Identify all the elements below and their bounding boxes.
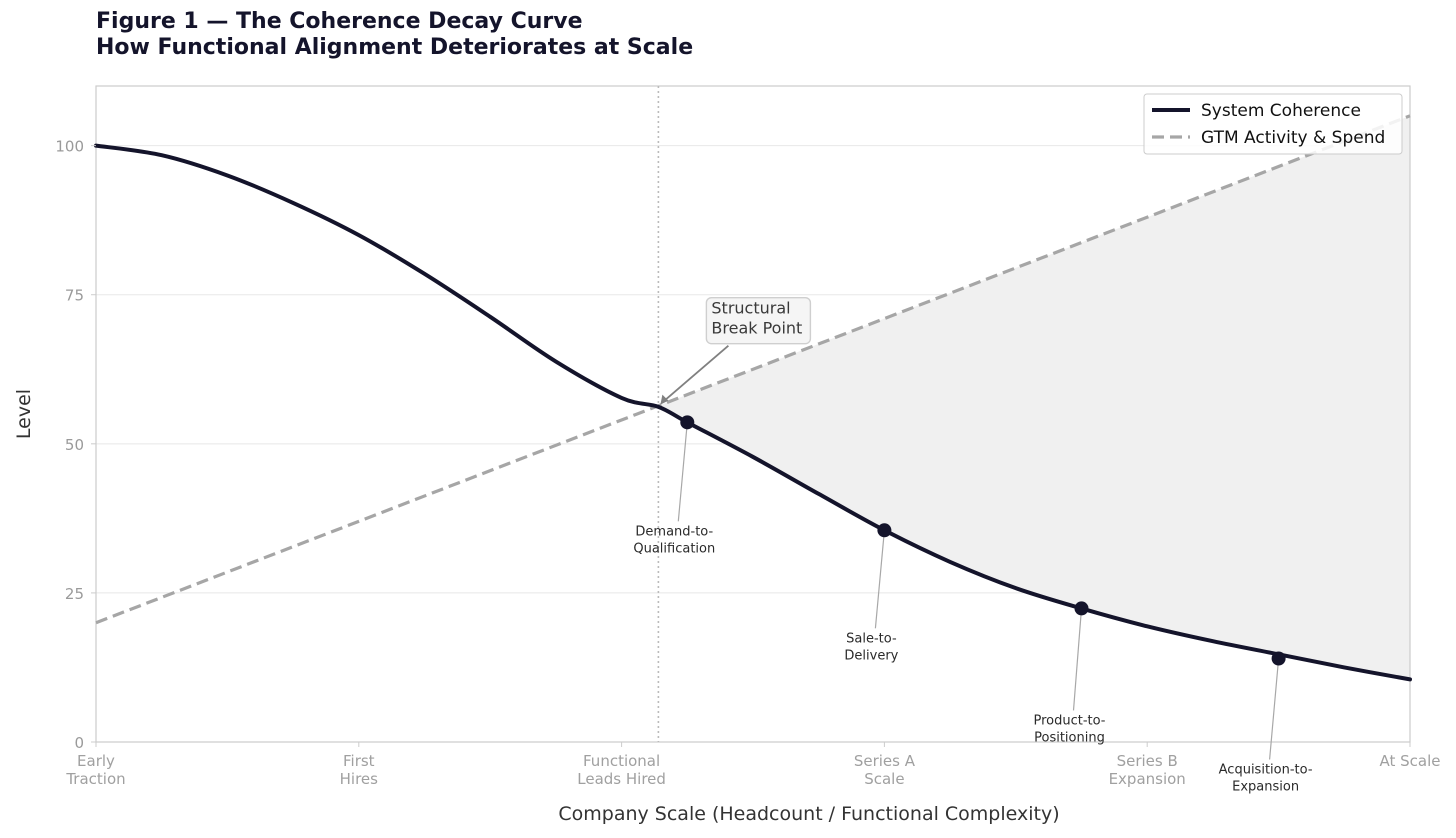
callout-label-line: Structural bbox=[711, 299, 790, 318]
y-tick-label: 25 bbox=[65, 585, 84, 603]
coherence-gap-area bbox=[658, 115, 1410, 680]
x-tick-label-line: Series B bbox=[1117, 752, 1178, 770]
annotation-label-line: Product-to- bbox=[1033, 713, 1105, 728]
x-tick-label-line: Early bbox=[77, 752, 115, 770]
annotation-point bbox=[1074, 601, 1089, 616]
x-tick-label-line: At Scale bbox=[1379, 752, 1440, 770]
y-tick-label: 100 bbox=[55, 138, 84, 156]
annotation-point bbox=[1271, 651, 1286, 666]
callout-label-line: Break Point bbox=[711, 319, 802, 338]
annotation-label-line: Expansion bbox=[1232, 780, 1299, 795]
plot-frame bbox=[95, 85, 1411, 743]
x-tick-label-line: Functional bbox=[583, 752, 660, 770]
annotation-label-line: Delivery bbox=[844, 648, 898, 663]
y-axis-label: Level bbox=[13, 389, 35, 439]
annotation-points bbox=[680, 415, 1286, 666]
x-axis-label: Company Scale (Headcount / Functional Co… bbox=[558, 803, 1059, 825]
chart-title-line-1: Figure 1 — The Coherence Decay Curve bbox=[96, 9, 583, 34]
callout-box bbox=[705, 296, 812, 345]
x-axis-ticks: Early Traction First Hires Functional Leads H… bbox=[65, 742, 1441, 788]
annotation-leader-line bbox=[874, 530, 885, 629]
annotation-point bbox=[877, 523, 892, 538]
chart-title-line-2: How Functional Alignment Deteriorates at… bbox=[96, 35, 694, 60]
callout-label: Structural Break Point bbox=[711, 299, 802, 338]
annotation-leader-line bbox=[1072, 608, 1083, 711]
annotation-label-line: Sale-to- bbox=[846, 631, 897, 646]
break-point-callout: Structural Break Point bbox=[660, 296, 812, 405]
annotation-label-line: Acquisition-to- bbox=[1219, 763, 1313, 778]
y-tick-label: 75 bbox=[65, 287, 84, 305]
annotation-label: Acquisition-to- Expansion bbox=[1219, 763, 1313, 795]
x-tick-label-line: Leads Hired bbox=[577, 770, 666, 788]
annotation-label: Product-to- Positioning bbox=[1033, 713, 1105, 745]
y-tick-label: 50 bbox=[65, 436, 84, 454]
annotation-label-line: Qualification bbox=[633, 541, 715, 556]
x-tick-label-line: Series A bbox=[854, 752, 916, 770]
annotation-leader-line bbox=[1269, 658, 1280, 760]
x-tick-label: Series A Scale bbox=[854, 752, 916, 788]
y-tick-label: 0 bbox=[74, 734, 84, 752]
x-tick-label-line: Scale bbox=[864, 770, 904, 788]
legend-label-gtm-activity: GTM Activity & Spend bbox=[1201, 128, 1385, 148]
annotation-label: Sale-to- Delivery bbox=[844, 631, 898, 663]
chart-title: Figure 1 — The Coherence Decay Curve How… bbox=[96, 9, 693, 61]
x-tick-label: Series B Expansion bbox=[1109, 752, 1186, 788]
annotation-label: Demand-to- Qualification bbox=[633, 524, 715, 556]
series-system-coherence-line bbox=[94, 143, 1412, 682]
annotation-label-line: Positioning bbox=[1034, 730, 1105, 745]
x-tick-label: Early Traction bbox=[65, 752, 125, 788]
y-axis-ticks: 0 25 50 75 100 bbox=[55, 138, 96, 752]
callout-arrow-head bbox=[660, 394, 669, 405]
x-tick-label-line: Hires bbox=[340, 770, 379, 788]
x-tick-label: Functional Leads Hired bbox=[577, 752, 666, 788]
x-tick-label: At Scale bbox=[1379, 752, 1440, 770]
annotation-labels: Demand-to- Qualification Sale-to- Delivery P… bbox=[633, 524, 1312, 794]
legend-label-system-coherence: System Coherence bbox=[1201, 101, 1361, 121]
annotation-label-line: Demand-to- bbox=[635, 524, 713, 539]
legend-box bbox=[1143, 93, 1403, 155]
annotation-leader-line bbox=[677, 422, 688, 522]
x-tick-label: First Hires bbox=[340, 752, 379, 788]
x-tick-label-line: First bbox=[343, 752, 375, 770]
x-tick-label-line: Traction bbox=[65, 770, 125, 788]
annotation-leaders bbox=[677, 422, 1280, 760]
series-gtm-activity-line bbox=[95, 114, 1411, 625]
x-tick-label-line: Expansion bbox=[1109, 770, 1186, 788]
legend: System Coherence GTM Activity & Spend bbox=[1143, 93, 1403, 155]
annotation-point bbox=[680, 415, 695, 430]
callout-arrow-line bbox=[663, 344, 729, 402]
